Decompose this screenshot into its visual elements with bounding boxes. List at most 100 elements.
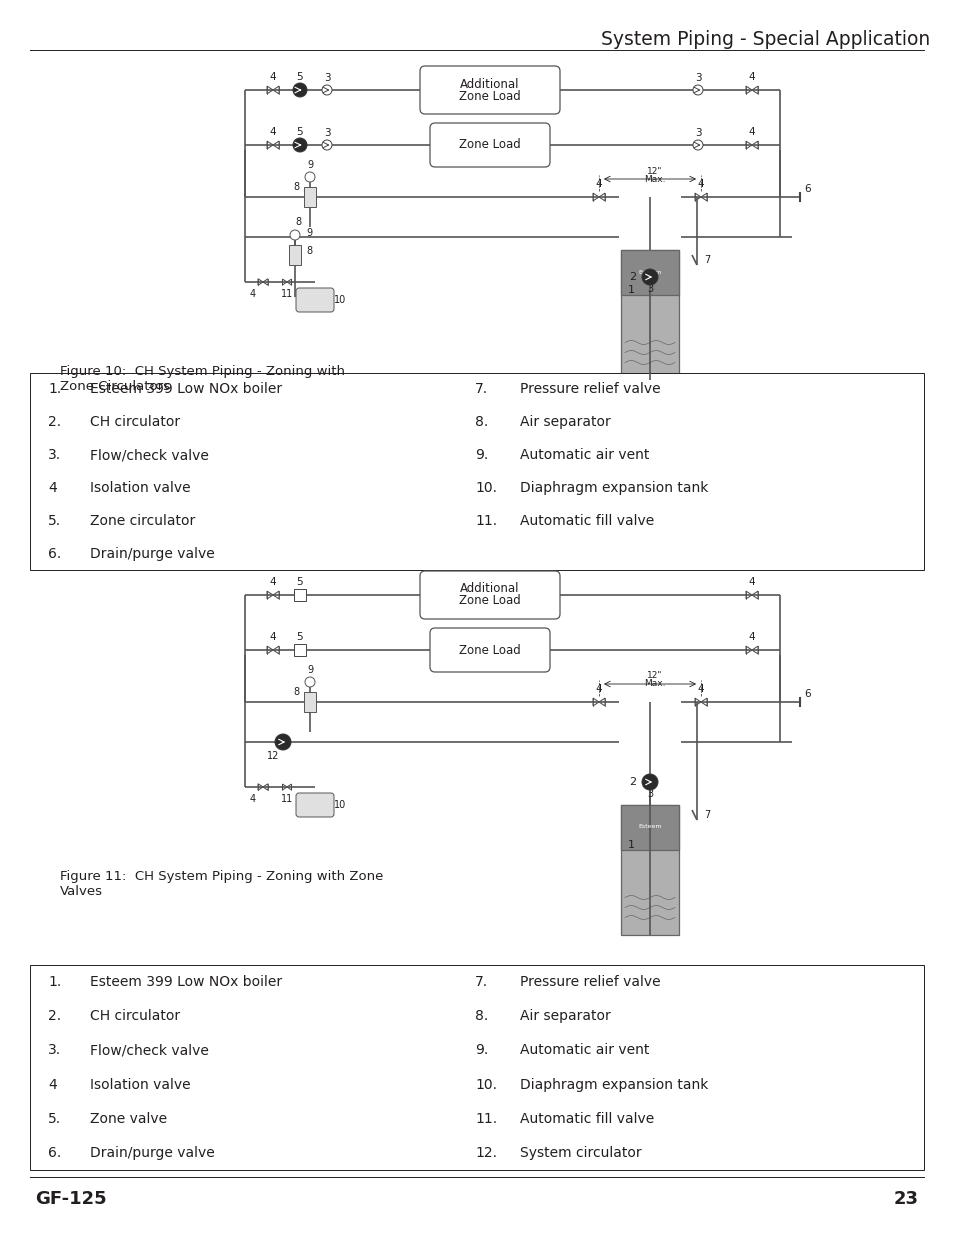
Text: Isolation valve: Isolation valve: [90, 1078, 191, 1092]
Text: CH circulator: CH circulator: [90, 1009, 180, 1024]
FancyBboxPatch shape: [419, 65, 559, 114]
Polygon shape: [282, 279, 292, 285]
Text: 8: 8: [293, 687, 298, 697]
Text: 2.: 2.: [48, 415, 61, 430]
Text: Pressure relief valve: Pressure relief valve: [519, 976, 659, 989]
Polygon shape: [267, 592, 278, 599]
Text: Zone Load: Zone Load: [458, 643, 520, 657]
Text: Air separator: Air separator: [519, 1009, 610, 1024]
Text: 12": 12": [646, 672, 662, 680]
Text: GF-125: GF-125: [35, 1191, 107, 1208]
Text: 7.: 7.: [475, 976, 488, 989]
Text: 7: 7: [703, 254, 709, 266]
Text: Additional: Additional: [459, 78, 519, 90]
Polygon shape: [695, 698, 706, 706]
Text: 4: 4: [270, 632, 276, 642]
Circle shape: [305, 677, 314, 687]
Text: 2.: 2.: [48, 1009, 61, 1024]
Circle shape: [692, 85, 702, 95]
Text: 9.: 9.: [475, 1044, 488, 1057]
Text: 3: 3: [646, 789, 653, 799]
Text: Zone Load: Zone Load: [458, 138, 520, 152]
Text: Esteem 399 Low NOx boiler: Esteem 399 Low NOx boiler: [90, 976, 282, 989]
Text: 11: 11: [280, 794, 293, 804]
Circle shape: [322, 140, 332, 149]
Text: 2: 2: [629, 777, 636, 787]
Text: 3.: 3.: [48, 448, 61, 462]
Text: Zone Load: Zone Load: [458, 89, 520, 103]
Bar: [289, 245, 301, 266]
Text: Automatic air vent: Automatic air vent: [519, 1044, 649, 1057]
Polygon shape: [267, 646, 278, 653]
Text: Zone Load: Zone Load: [458, 594, 520, 608]
Circle shape: [322, 85, 332, 95]
Polygon shape: [745, 141, 758, 149]
Text: 3: 3: [323, 128, 330, 138]
Text: 8.: 8.: [475, 415, 488, 430]
Text: Esteem: Esteem: [638, 269, 661, 274]
Bar: [620, 805, 679, 850]
Circle shape: [274, 734, 291, 750]
Text: Esteem 399 Low NOx boiler: Esteem 399 Low NOx boiler: [90, 383, 282, 396]
Text: 3.: 3.: [48, 1044, 61, 1057]
Text: 3: 3: [323, 73, 330, 83]
Text: 4: 4: [250, 794, 255, 804]
Text: 10.: 10.: [475, 1078, 497, 1092]
Polygon shape: [267, 86, 278, 94]
Text: 4: 4: [595, 684, 601, 694]
Text: Figure 10:  CH System Piping - Zoning with
Zone Circulators: Figure 10: CH System Piping - Zoning wit…: [60, 366, 345, 393]
Polygon shape: [695, 193, 706, 201]
Polygon shape: [257, 784, 268, 790]
Bar: [30, 965, 923, 1170]
Text: 9.: 9.: [475, 448, 488, 462]
Text: 4: 4: [270, 577, 276, 587]
Text: Automatic fill valve: Automatic fill valve: [519, 1112, 654, 1126]
FancyBboxPatch shape: [430, 124, 550, 167]
Bar: [620, 805, 679, 935]
Bar: [620, 249, 679, 380]
Polygon shape: [257, 279, 268, 285]
Text: 5.: 5.: [48, 1112, 61, 1126]
Bar: [304, 186, 315, 207]
Text: Pressure relief valve: Pressure relief valve: [519, 383, 659, 396]
Text: 3: 3: [694, 128, 700, 138]
Text: 4: 4: [697, 684, 703, 694]
Text: 4: 4: [748, 632, 755, 642]
Text: 1.: 1.: [48, 976, 61, 989]
Text: 4: 4: [48, 1078, 56, 1092]
Polygon shape: [745, 86, 758, 94]
Text: 5: 5: [296, 127, 303, 137]
Text: 9: 9: [307, 161, 313, 170]
Text: 7.: 7.: [475, 383, 488, 396]
Text: 10: 10: [334, 800, 346, 810]
Polygon shape: [745, 592, 758, 599]
Text: 4: 4: [250, 289, 255, 299]
Text: 11.: 11.: [475, 514, 497, 527]
Circle shape: [641, 269, 658, 285]
Text: Diaphragm expansion tank: Diaphragm expansion tank: [519, 480, 708, 495]
Text: 5: 5: [296, 632, 303, 642]
Text: 6.: 6.: [48, 547, 61, 561]
Polygon shape: [267, 141, 278, 149]
Circle shape: [641, 774, 658, 790]
Text: 4: 4: [48, 480, 56, 495]
FancyBboxPatch shape: [295, 793, 334, 818]
Text: 4: 4: [270, 127, 276, 137]
Text: 8.: 8.: [475, 1009, 488, 1024]
Text: CH circulator: CH circulator: [90, 415, 180, 430]
Bar: [620, 249, 679, 295]
Text: 8: 8: [293, 182, 298, 191]
Text: 1: 1: [627, 840, 634, 850]
Text: 1.: 1.: [48, 383, 61, 396]
Text: 11: 11: [280, 289, 293, 299]
Text: 5.: 5.: [48, 514, 61, 527]
Text: Automatic fill valve: Automatic fill valve: [519, 514, 654, 527]
Text: 6.: 6.: [48, 1146, 61, 1160]
FancyBboxPatch shape: [430, 629, 550, 672]
Text: 7: 7: [703, 810, 709, 820]
Text: 4: 4: [748, 577, 755, 587]
Polygon shape: [745, 646, 758, 653]
Text: 4: 4: [697, 179, 703, 189]
Text: 4: 4: [595, 179, 601, 189]
Text: Max.: Max.: [643, 679, 665, 688]
